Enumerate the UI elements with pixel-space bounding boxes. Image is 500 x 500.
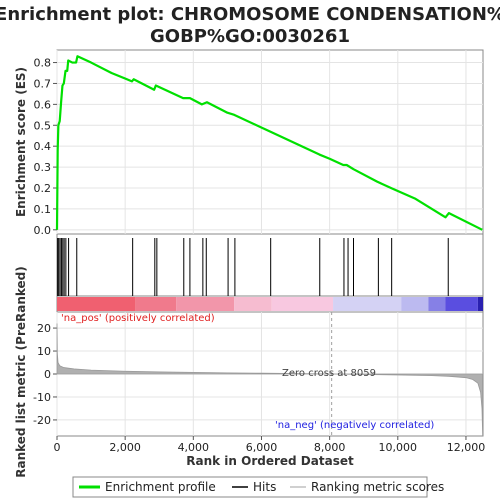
es-tick-label: 0.6 bbox=[34, 98, 52, 111]
legend-metric-label: Ranking metric scores bbox=[311, 480, 444, 494]
heatmap-segment bbox=[234, 297, 272, 311]
metric-tick-label: -20 bbox=[33, 414, 51, 427]
metric-y-ticks: 20 10 0 -10 -20 bbox=[33, 322, 57, 427]
legend-profile-label: Enrichment profile bbox=[105, 480, 216, 494]
legend: Enrichment profile Hits Ranking metric s… bbox=[72, 476, 444, 498]
heatmap-segment bbox=[401, 297, 429, 311]
es-tick-label: 0.0 bbox=[34, 224, 52, 237]
metric-tick-label: 10 bbox=[37, 345, 51, 358]
es-gridlines bbox=[56, 50, 483, 234]
es-y-ticks: 0.0 0.1 0.2 0.3 0.4 0.5 0.6 0.7 0.8 bbox=[34, 57, 57, 237]
heatmap-segment bbox=[135, 297, 177, 311]
x-axis-label: Rank in Ordered Dataset bbox=[186, 454, 354, 468]
metric-area bbox=[56, 323, 484, 437]
es-tick-label: 0.8 bbox=[34, 57, 52, 70]
x-axis-ticks: 0 2,000 4,000 6,000 8,000 10,000 12,000 bbox=[54, 436, 486, 454]
hit-markers bbox=[57, 238, 449, 296]
ranking-heatmap bbox=[57, 297, 483, 311]
es-y-axis-label: Enrichment score (ES) bbox=[14, 67, 28, 217]
es-tick-label: 0.3 bbox=[34, 161, 52, 174]
es-tick-label: 0.5 bbox=[34, 119, 52, 132]
metric-tick-label: -10 bbox=[33, 391, 51, 404]
x-tick-label: 2,000 bbox=[109, 441, 141, 454]
enrichment-profile-line bbox=[55, 55, 483, 231]
legend-hits-label: Hits bbox=[253, 480, 276, 494]
x-tick-label: 8,000 bbox=[314, 441, 346, 454]
heatmap-segment bbox=[333, 297, 402, 311]
x-tick-label: 4,000 bbox=[178, 441, 210, 454]
es-tick-label: 0.2 bbox=[34, 182, 52, 195]
es-tick-label: 0.4 bbox=[34, 140, 52, 153]
neg-correlated-label: 'na_neg' (negatively correlated) bbox=[275, 420, 434, 431]
heatmap-segment bbox=[57, 297, 136, 311]
legend-box bbox=[72, 476, 428, 498]
heatmap-segment bbox=[477, 297, 483, 311]
metric-y-axis-label: Ranked list metric (PreRanked) bbox=[14, 266, 28, 478]
hits-panel bbox=[56, 233, 484, 297]
heatmap-segment bbox=[428, 297, 446, 311]
zero-cross-label: Zero cross at 8059 bbox=[282, 368, 376, 379]
es-tick-label: 0.7 bbox=[34, 77, 52, 90]
heatmap-segment bbox=[176, 297, 235, 311]
metric-tick-label: 20 bbox=[37, 322, 51, 335]
heatmap-segment bbox=[271, 297, 334, 311]
ranking-metric-series bbox=[56, 312, 484, 437]
chart-title-line2: GOBP%GO:0030261 bbox=[150, 26, 350, 47]
pos-correlated-label: 'na_pos' (positively correlated) bbox=[61, 313, 215, 324]
x-tick-label: 6,000 bbox=[246, 441, 278, 454]
es-tick-label: 0.1 bbox=[34, 203, 52, 216]
x-tick-label: 10,000 bbox=[379, 441, 418, 454]
chart-title-line1: Enrichment plot: CHROMOSOME CONDENSATION… bbox=[0, 4, 500, 25]
enrichment-profile-series bbox=[55, 55, 483, 231]
x-tick-label: 12,000 bbox=[447, 441, 486, 454]
metric-tick-label: 0 bbox=[44, 368, 51, 381]
heatmap-segment bbox=[445, 297, 478, 311]
x-tick-label: 0 bbox=[54, 441, 61, 454]
